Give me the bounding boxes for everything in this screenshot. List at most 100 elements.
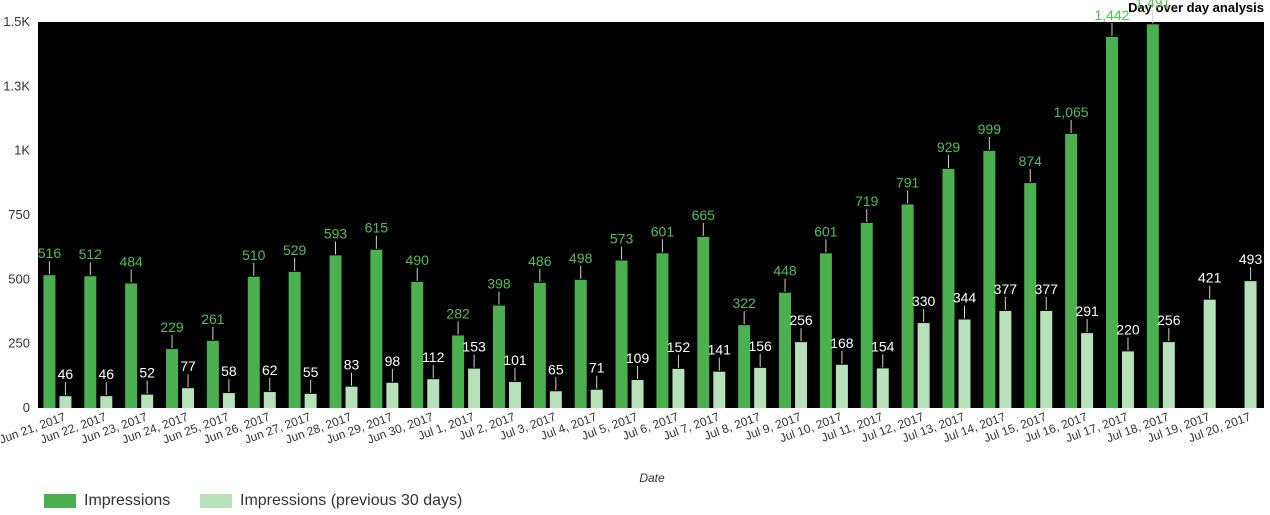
bar-previous-30-days — [590, 389, 603, 408]
data-label: 153 — [462, 339, 486, 355]
bar-impressions — [329, 255, 342, 408]
data-label: 322 — [732, 295, 756, 311]
y-tick-label: 750 — [8, 207, 30, 222]
bar-impressions — [1146, 24, 1159, 408]
data-label: 261 — [201, 311, 225, 327]
bar-previous-30-days — [1203, 299, 1216, 408]
data-label: 152 — [667, 339, 691, 355]
chart-title: Day over day analysis — [1128, 0, 1264, 15]
bar-previous-30-days — [263, 392, 276, 408]
bar-impressions — [1065, 133, 1078, 408]
bar-previous-30-days — [672, 368, 685, 408]
bar-impressions — [411, 281, 424, 408]
bar-impressions — [43, 275, 56, 408]
bar-previous-30-days — [549, 391, 562, 408]
data-label: 141 — [708, 342, 732, 358]
data-label: 256 — [789, 312, 813, 328]
data-label: 484 — [119, 253, 143, 269]
data-label: 421 — [1198, 270, 1222, 286]
plot-area — [38, 22, 1264, 408]
bar-impressions — [452, 335, 465, 408]
data-label: 256 — [1157, 312, 1181, 328]
legend-swatch-previous-30-days — [200, 494, 232, 508]
bar-previous-30-days — [958, 319, 971, 408]
data-label: 168 — [830, 335, 854, 351]
data-label: 1,065 — [1054, 104, 1089, 120]
data-label: 498 — [569, 250, 593, 266]
legend-label-impressions: Impressions — [84, 492, 171, 509]
data-label: 791 — [896, 174, 920, 190]
data-label: 377 — [994, 281, 1018, 297]
y-tick-label: 250 — [8, 336, 30, 351]
y-tick-label: 0 — [23, 400, 30, 415]
data-label: 156 — [748, 338, 772, 354]
y-tick-label: 1.5K — [3, 14, 30, 29]
bar-impressions — [656, 253, 669, 408]
bar-previous-30-days — [100, 396, 113, 408]
data-label: 510 — [242, 247, 266, 263]
bar-previous-30-days — [795, 342, 808, 408]
bar-previous-30-days — [304, 393, 317, 408]
legend-label-previous-30-days: Impressions (previous 30 days) — [240, 492, 463, 509]
legend-item-previous-30-days[interactable]: Impressions (previous 30 days) — [200, 492, 462, 510]
data-label: 282 — [446, 305, 470, 321]
bar-impressions — [983, 150, 996, 408]
data-label: 512 — [79, 246, 103, 262]
bar-previous-30-days — [754, 367, 767, 408]
bar-impressions — [942, 168, 955, 408]
bar-impressions — [615, 260, 628, 408]
data-label: 344 — [953, 289, 977, 305]
data-label: 62 — [262, 362, 278, 378]
data-label: 377 — [1035, 281, 1059, 297]
bar-impressions — [860, 222, 873, 408]
bar-impressions — [901, 204, 914, 408]
data-label: 615 — [365, 220, 389, 236]
bar-impressions — [779, 292, 792, 408]
bar-impressions — [738, 325, 751, 408]
data-label: 448 — [773, 263, 797, 279]
bar-impressions — [819, 253, 832, 408]
data-label: 516 — [38, 245, 62, 261]
data-label: 330 — [912, 293, 936, 309]
data-label: 486 — [528, 253, 552, 269]
data-label: 154 — [871, 338, 895, 354]
bar-previous-30-days — [1121, 351, 1134, 408]
data-label: 98 — [385, 353, 401, 369]
data-label: 1,442 — [1094, 7, 1129, 23]
bar-previous-30-days — [345, 386, 358, 408]
bar-impressions — [574, 279, 587, 408]
legend-item-impressions[interactable]: Impressions — [44, 492, 170, 510]
data-label: 229 — [160, 319, 184, 335]
data-label: 493 — [1239, 251, 1263, 267]
bar-impressions — [206, 340, 219, 408]
bar-previous-30-days — [182, 388, 195, 408]
y-tick-label: 1.3K — [3, 78, 30, 93]
bar-impressions — [288, 271, 301, 408]
data-label: 719 — [855, 193, 879, 209]
bar-previous-30-days — [508, 382, 521, 408]
data-label: 52 — [139, 365, 155, 381]
data-label: 220 — [1116, 321, 1140, 337]
bar-impressions — [1105, 36, 1118, 409]
data-label: 46 — [58, 366, 74, 382]
bar-previous-30-days — [1244, 281, 1257, 408]
data-label: 601 — [814, 223, 838, 239]
bar-impressions — [84, 276, 97, 408]
data-label: 101 — [503, 352, 527, 368]
bar-previous-30-days — [222, 393, 235, 408]
data-label: 1,491 — [1135, 0, 1170, 10]
bar-previous-30-days — [1162, 342, 1175, 408]
data-label: 109 — [626, 350, 650, 366]
bar-previous-30-days — [1081, 333, 1094, 408]
data-label: 83 — [344, 357, 360, 373]
bar-previous-30-days — [631, 379, 644, 408]
y-tick-label: 1K — [14, 143, 30, 158]
bar-previous-30-days — [917, 323, 930, 408]
bar-impressions — [166, 349, 179, 408]
bar-impressions — [1024, 183, 1037, 408]
bar-previous-30-days — [835, 364, 848, 408]
data-label: 999 — [978, 121, 1002, 137]
data-label: 490 — [406, 252, 430, 268]
data-label: 529 — [283, 242, 307, 258]
